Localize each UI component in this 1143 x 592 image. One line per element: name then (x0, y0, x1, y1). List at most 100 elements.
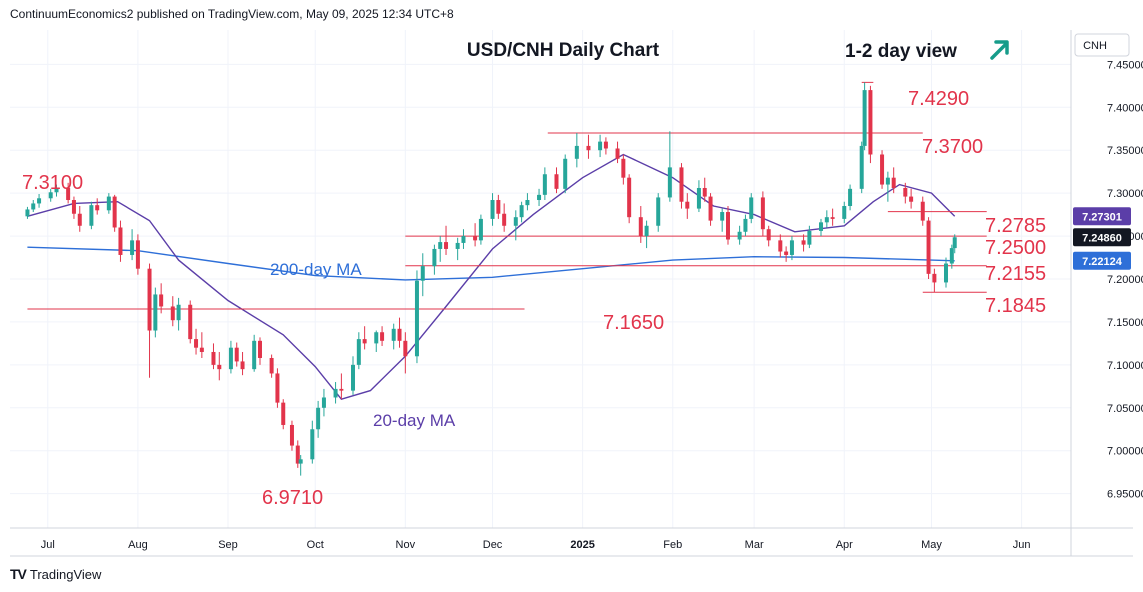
candle-body (478, 218, 483, 241)
candle-body (339, 388, 344, 391)
candle-body (638, 217, 643, 237)
candle-body (176, 304, 181, 321)
candle-body (679, 167, 684, 202)
candle-body (71, 200, 76, 214)
candle-body (502, 213, 507, 226)
candle-body (461, 236, 466, 243)
series-line-200-day-ma (27, 246, 955, 281)
y-tick-label: 7.40000 (1107, 102, 1143, 114)
candle-body (848, 188, 853, 207)
x-tick-label: Feb (663, 539, 682, 551)
candle-body (885, 177, 890, 185)
price-chart[interactable]: USD/CNH Daily Chart 1-2 day view 7.4290 7.3… (0, 0, 1143, 560)
candle-body (289, 424, 294, 446)
candle-body (615, 148, 620, 159)
candle-body (952, 237, 957, 249)
candle-body (380, 332, 385, 341)
candle-body (66, 187, 71, 201)
candle-body (188, 304, 193, 340)
y-tick-label: 7.15000 (1107, 317, 1143, 329)
candle-body (414, 280, 419, 357)
chart-labels: USD/CNH Daily Chart 1-2 day view 7.4290 7.3… (22, 40, 1046, 509)
symbol-box (1074, 33, 1130, 57)
candle-body (234, 347, 239, 362)
x-tick-label: Dec (483, 539, 503, 551)
candle-body (257, 340, 262, 358)
tradingview-footer[interactable]: TV TradingView (10, 566, 101, 582)
candle-body (737, 231, 742, 240)
x-tick-label: Apr (836, 539, 853, 551)
candle-body (281, 402, 286, 425)
candle-body (432, 248, 437, 267)
candle-body (944, 263, 949, 283)
candle-body (784, 251, 789, 255)
candle-body (525, 200, 530, 206)
candle-body (720, 212, 725, 221)
candle-body (170, 306, 175, 321)
x-tick-label: Oct (307, 539, 324, 551)
level-label: 7.2155 (985, 263, 1046, 285)
symbol-label: CNH (1083, 40, 1107, 52)
candle-body (519, 205, 524, 218)
candle-body (696, 187, 701, 209)
brand-name: TradingView (29, 566, 102, 582)
candle-body (403, 340, 408, 357)
horizontal-levels (27, 81, 987, 310)
candle-body (153, 294, 158, 331)
x-tick-label: 2025 (570, 539, 594, 551)
candle-body (537, 194, 542, 201)
candle-body (490, 200, 495, 219)
candle-body (31, 203, 36, 210)
candle-body (862, 90, 867, 146)
candle-body (807, 230, 812, 245)
candle-body (397, 328, 402, 341)
price-badge (1073, 251, 1131, 270)
candle-body (362, 339, 367, 344)
candle-body (89, 205, 94, 226)
candle-body (211, 351, 216, 365)
y-tick-label: 7.35000 (1107, 145, 1143, 157)
candle-body (316, 407, 321, 430)
candle-body (455, 242, 460, 249)
axes: 7.450007.400007.350007.300007.250007.200… (10, 30, 1143, 557)
candle-body (830, 217, 835, 219)
candle-body (708, 196, 713, 221)
candle-body (926, 220, 931, 274)
price-badge-label: 7.24860 (1082, 232, 1122, 244)
price-badge (1073, 207, 1131, 226)
candle-body (194, 339, 199, 348)
candle-body (949, 248, 954, 264)
candle-body (444, 242, 449, 249)
candle-body (298, 459, 303, 464)
candle-body (598, 141, 603, 151)
level-label: 7.1845 (985, 295, 1046, 317)
candle-body (644, 225, 649, 237)
candle-body (473, 236, 478, 241)
candle-body (778, 240, 783, 252)
level-label: 7.2785 (985, 215, 1046, 237)
publisher-line: ContinuumEconomics2 published on Trading… (10, 7, 454, 21)
candle-body (438, 242, 443, 249)
y-tick-label: 7.45000 (1107, 59, 1143, 71)
level-label: 7.2500 (985, 237, 1046, 259)
candlesticks (25, 82, 957, 476)
candle-body (667, 167, 672, 198)
y-tick-label: 7.05000 (1107, 403, 1143, 415)
candle-body (25, 209, 30, 217)
candle-body (321, 397, 326, 408)
candle-body (351, 364, 356, 391)
chart-title: USD/CNH Daily Chart (467, 40, 660, 61)
candle-body (760, 197, 765, 230)
candle-body (824, 217, 829, 223)
candle-body (310, 429, 315, 460)
price-badge-label: 7.22124 (1082, 256, 1123, 268)
price-badge-label: 7.27301 (1082, 211, 1122, 223)
candle-body (920, 201, 925, 221)
candle-body (932, 273, 937, 283)
candle-body (685, 201, 690, 209)
candle-body (295, 445, 300, 464)
moving-averages (27, 153, 956, 401)
candle-body (880, 154, 885, 185)
candle-body (801, 240, 806, 245)
candle-body (217, 364, 222, 370)
